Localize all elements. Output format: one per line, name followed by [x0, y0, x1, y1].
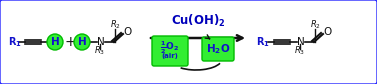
FancyBboxPatch shape	[202, 37, 234, 61]
Text: $\mathbf{R_1}$: $\mathbf{R_1}$	[8, 35, 22, 49]
FancyBboxPatch shape	[152, 36, 188, 66]
Text: $\bf{Cu(OH)_2}$: $\bf{Cu(OH)_2}$	[171, 13, 225, 29]
Circle shape	[47, 34, 63, 50]
Text: N: N	[97, 37, 105, 47]
Text: $R_3$: $R_3$	[94, 45, 106, 57]
Text: H: H	[51, 37, 59, 47]
Text: +: +	[64, 35, 76, 49]
Text: H: H	[78, 37, 86, 47]
Text: $\mathbf{\frac{1}{2}O_2}$: $\mathbf{\frac{1}{2}O_2}$	[161, 40, 179, 56]
Text: $\mathbf{H_2O}$: $\mathbf{H_2O}$	[206, 42, 230, 56]
Text: (air): (air)	[162, 53, 178, 59]
Text: $\mathbf{R_1}$: $\mathbf{R_1}$	[256, 35, 270, 49]
Text: $R_2$: $R_2$	[109, 19, 121, 31]
Text: O: O	[123, 27, 131, 37]
Text: $R_2$: $R_2$	[310, 19, 320, 31]
Text: N: N	[297, 37, 305, 47]
Text: O: O	[323, 27, 331, 37]
Text: $R_3$: $R_3$	[294, 45, 306, 57]
Circle shape	[74, 34, 90, 50]
